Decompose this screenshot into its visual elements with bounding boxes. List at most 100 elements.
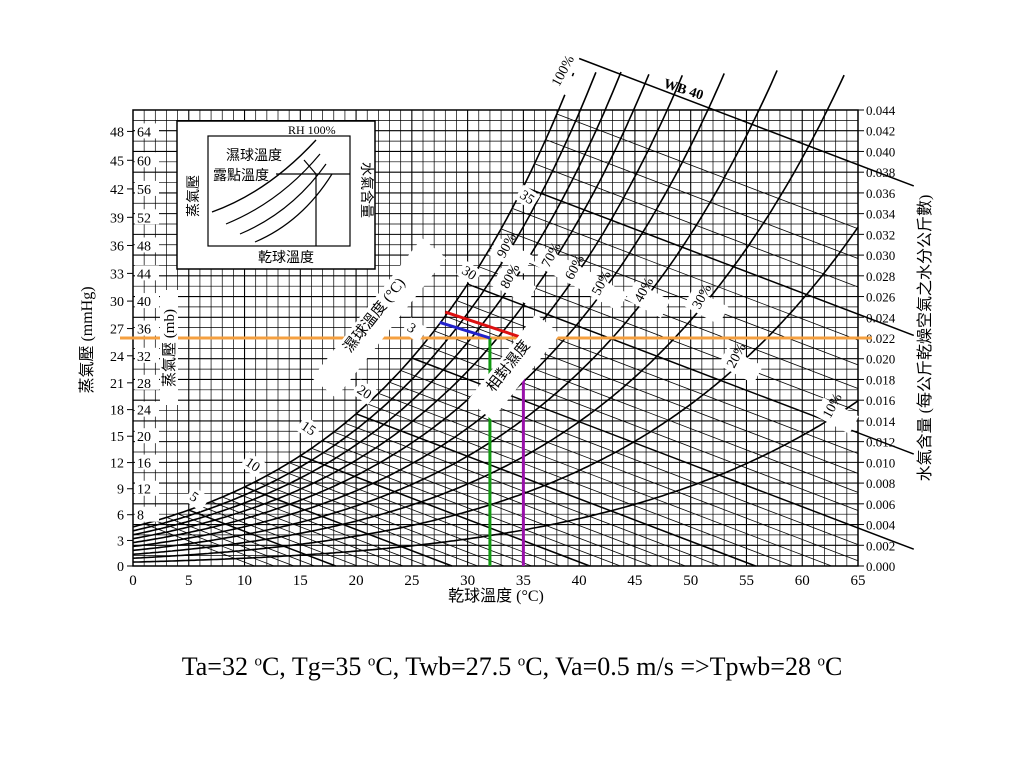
mb-tick-bg (135, 506, 159, 522)
mmhg-tick-label: 39 (110, 211, 124, 226)
degree-mark: o (517, 653, 526, 670)
mmhg-tick-label: 21 (110, 377, 124, 392)
inset-dry-bulb-label: 乾球溫度 (258, 250, 314, 266)
mb-tick-label: 52 (137, 211, 151, 226)
wb-label: 30 (459, 264, 479, 284)
mb-tick-label: 48 (137, 239, 151, 254)
wet-bulb-minor-line (177, 513, 315, 567)
mb-tick-bg (135, 152, 159, 168)
right-tick-label: 0.022 (866, 331, 895, 346)
tpwb-line (444, 310, 524, 340)
caption: Ta=32 oC, Tg=35 oC, Twb=27.5 oC, Va=0.5 … (0, 652, 1024, 682)
inset-rh-label: RH 100% (288, 123, 336, 137)
x-tick-label: 0 (129, 573, 137, 589)
mb-tick-label: 8 (137, 509, 144, 524)
wet-bulb-minor-line (266, 475, 505, 567)
mmhg-tick-label: 9 (117, 483, 124, 498)
inset-dew-point-label: 露點溫度 (213, 168, 269, 184)
psychrometric-chart: 0 5 10 15 20 25 30 35 40 45 50 55 60 650.0000.0020.00… (78, 53, 934, 605)
inset-moisture-label: 水氣含量 (358, 162, 374, 218)
degree-mark: o (817, 653, 825, 670)
x-tick-label: 50 (683, 573, 698, 589)
rh-curve (132, 400, 859, 563)
wb-label-bg (401, 317, 428, 343)
wet-bulb-line (578, 57, 915, 187)
mb-tick-label: 36 (137, 323, 151, 338)
wet-bulb-minor-line (456, 300, 859, 454)
right-tick-label: 0.026 (866, 290, 896, 305)
wet-bulb-minor-line (210, 501, 381, 567)
wb-label-bg (514, 184, 541, 210)
mmhg-tick-label: 3 (117, 534, 124, 549)
wb-label: 15 (298, 419, 318, 439)
rh-curve (132, 71, 597, 532)
inset-vapor-pressure-label: 蒸氣壓 (186, 175, 202, 217)
mb-tick-label: 28 (137, 377, 151, 392)
inset-rh100-curve (211, 139, 317, 213)
wb-label-bg (456, 260, 483, 286)
x-tick-label: 30 (460, 573, 475, 589)
mmhg-tick-label: 0 (117, 560, 124, 575)
right-tick-label: 0.028 (866, 269, 895, 284)
inset-background (176, 120, 376, 270)
wet-bulb-minor-line (322, 440, 653, 567)
twb-line (439, 321, 491, 340)
wb-axis-band (312, 238, 446, 398)
inset-curve-4 (254, 173, 333, 243)
wet-bulb-minor-line (222, 496, 404, 567)
mb-tick-bg (135, 123, 159, 139)
mmhg-tick-label: 45 (110, 154, 124, 169)
right-tick-label: 0.008 (866, 476, 895, 491)
right-tick-label: 0.020 (866, 352, 895, 367)
mmhg-tick-label: 33 (110, 267, 124, 282)
x-tick-label: 10 (237, 573, 252, 589)
wet-bulb-minor-line (166, 517, 295, 567)
mb-tick-bg (135, 347, 159, 363)
right-tick-label: 0.032 (866, 227, 895, 242)
caption-end: C (824, 652, 843, 681)
wet-bulb-minor-line (333, 431, 686, 567)
wet-bulb-minor-line (289, 462, 561, 567)
caption-twb: C, Twb=27.5 (375, 652, 518, 681)
mb-tick-label: 20 (137, 430, 151, 445)
mb-tick-bg (135, 401, 159, 417)
mmhg-tick-label: 36 (110, 239, 124, 254)
inset-wet-bulb-label: 濕球溫度 (226, 148, 282, 164)
inset-wet-bulb-line (303, 159, 317, 175)
mmhg-tick-label: 6 (117, 509, 124, 524)
mb-tick-bg (135, 265, 159, 281)
wet-bulb-minor-line (534, 163, 859, 288)
mb-tick-bg (135, 180, 159, 196)
wb-label: 20 (354, 383, 374, 403)
mb-tick-label: 44 (137, 267, 151, 282)
mb-tick-bg (135, 454, 159, 470)
wet-bulb-minor-line (422, 344, 859, 511)
mmhg-tick-label: 30 (110, 295, 124, 310)
right-tick-label: 0.042 (866, 124, 895, 139)
wet-bulb-minor-line (367, 403, 793, 567)
right-tick-label: 0.038 (866, 165, 895, 180)
x-tick-label: 65 (851, 573, 866, 589)
right-tick-label: 0.010 (866, 455, 895, 470)
x-tick-label: 15 (293, 573, 308, 589)
mmhg-tick-label: 18 (110, 404, 124, 419)
right-tick-label: 0.030 (866, 248, 895, 263)
right-tick-label: 0.000 (866, 559, 895, 574)
x-tick-label: 5 (185, 573, 193, 589)
x-tick-label: 55 (739, 573, 754, 589)
wb-label: 10 (242, 455, 262, 475)
mmhg-tick-label: 12 (110, 457, 124, 472)
right-tick-label: 0.014 (866, 414, 896, 429)
rh-curve (132, 73, 650, 540)
chart-ticks: 0 5 10 15 20 25 30 35 40 45 50 55 60 650.0000.0020.00… (110, 103, 896, 589)
mmhg-tick-label: 15 (110, 430, 124, 445)
wet-bulb-minor-line (512, 207, 859, 341)
x-tick-label: 40 (572, 573, 587, 589)
wet-bulb-minor-line (389, 381, 859, 562)
wet-bulb-minor-line (545, 139, 859, 259)
degree-mark: o (254, 653, 262, 670)
mb-tick-label: 40 (137, 295, 151, 310)
wet-bulb-line (244, 486, 453, 567)
mb-tick-bg (135, 293, 159, 309)
mb-tick-label: 60 (137, 154, 151, 169)
